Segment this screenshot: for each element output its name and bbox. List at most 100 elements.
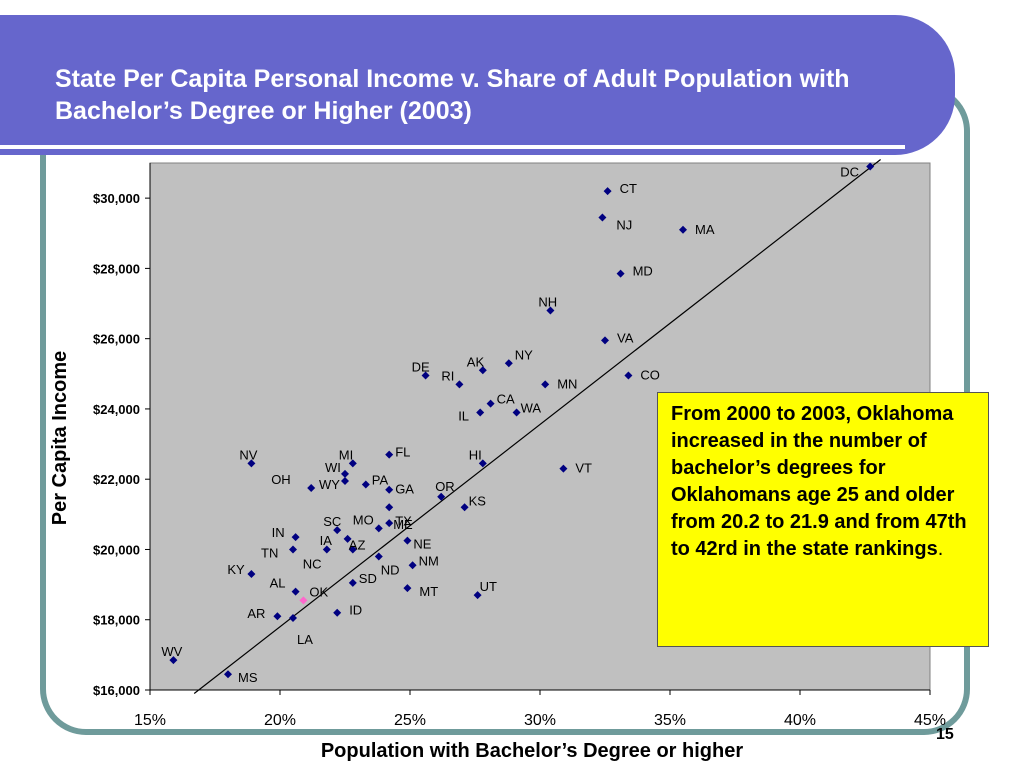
data-point-nj (598, 213, 607, 222)
data-point-nm (408, 561, 417, 570)
point-label-md: MD (633, 264, 653, 279)
y-tick-label: $30,000 (93, 191, 140, 206)
point-label-ks: KS (469, 493, 487, 508)
y-axis-title: Per Capita Income (49, 351, 71, 526)
data-point-vt (559, 464, 568, 473)
data-point-mi (348, 459, 357, 468)
trendline (193, 159, 881, 694)
data-point-ar (273, 612, 282, 621)
point-label-ny: NY (515, 347, 533, 362)
point-label-ut: UT (480, 579, 497, 594)
data-point-nd (374, 552, 383, 561)
data-point-hi (478, 459, 487, 468)
title-banner (0, 15, 955, 155)
data-point-co (624, 371, 633, 380)
point-label-ms: MS (238, 670, 258, 685)
data-point-ak (478, 366, 487, 375)
point-label-nj: NJ (616, 217, 632, 232)
point-label-dc: DC (840, 165, 859, 180)
point-label-ri: RI (441, 368, 454, 383)
data-point-mt (403, 584, 412, 593)
point-label-nv: NV (239, 447, 257, 462)
data-point-me (385, 519, 394, 528)
data-point-il (476, 408, 485, 417)
data-point-mn (541, 380, 550, 389)
data-point-la (289, 613, 297, 622)
data-point-tn (289, 545, 297, 554)
point-label-la: LA (297, 632, 313, 647)
data-point-in (291, 533, 300, 542)
x-tick-label: 45% (914, 712, 946, 729)
point-label-wa: WA (521, 400, 542, 415)
x-axis-title: Population with Bachelor’s Degree or hig… (321, 740, 744, 762)
data-point-wi (341, 469, 349, 478)
data-point-oh (307, 483, 316, 492)
point-label-nd: ND (381, 562, 400, 577)
data-point-ky (247, 570, 256, 579)
point-label-mn: MN (557, 376, 577, 391)
x-tick-label: 15% (134, 712, 166, 729)
point-label-id: ID (349, 603, 362, 618)
point-label-nm: NM (419, 553, 439, 568)
point-label-ky: KY (227, 562, 245, 577)
page-number: 15 (936, 726, 954, 743)
y-tick-label: $22,000 (93, 472, 140, 487)
point-label-ma: MA (695, 222, 715, 237)
point-label-ak: AK (467, 354, 485, 369)
point-label-ar: AR (247, 606, 265, 621)
data-point-ca (486, 399, 495, 408)
point-label-mt: MT (419, 584, 438, 599)
data-point-al (291, 587, 300, 596)
point-label-nh: NH (538, 295, 557, 310)
x-tick-label: 30% (524, 712, 556, 729)
slide-title: State Per Capita Personal Income v. Shar… (55, 65, 850, 125)
point-label-me: ME (393, 517, 413, 532)
x-tick-label: 25% (394, 712, 426, 729)
data-point-dc (866, 162, 875, 171)
data-point-ga (385, 485, 394, 494)
data-point-ut (473, 591, 482, 600)
data-point-fl (385, 450, 394, 459)
data-point-ia (343, 534, 352, 543)
data-point-nc (322, 545, 331, 554)
data-point-or (437, 492, 446, 501)
point-label-sc: SC (323, 514, 341, 529)
point-label-vt: VT (575, 461, 592, 476)
x-tick-label: 40% (784, 712, 816, 729)
y-tick-label: $20,000 (93, 542, 140, 557)
point-label-hi: HI (469, 447, 482, 462)
point-label-or: OR (435, 479, 455, 494)
callout-text: From 2000 to 2003, Oklahoma increased in… (671, 403, 967, 560)
x-tick-label: 35% (654, 712, 686, 729)
data-point-ny (504, 359, 513, 368)
data-point-sd (348, 578, 357, 587)
point-label-ct: CT (620, 181, 637, 196)
data-point-ms (224, 670, 232, 679)
data-point-sc (333, 526, 342, 535)
point-label-ia: IA (320, 533, 333, 548)
data-point-ne (403, 536, 412, 545)
callout-box: From 2000 to 2003, Oklahoma increased in… (657, 392, 989, 647)
data-point-wa (512, 408, 521, 417)
data-point-wy (341, 476, 349, 485)
y-tick-label: $16,000 (93, 683, 140, 698)
point-label-ga: GA (395, 482, 414, 497)
point-label-nc: NC (303, 556, 322, 571)
x-tick-label: 20% (264, 712, 296, 729)
point-label-wi: WI (325, 460, 341, 475)
data-point-ct (603, 187, 612, 196)
point-label-co: CO (640, 368, 660, 383)
data-point-nh (546, 306, 555, 315)
data-point-pa (361, 480, 370, 489)
y-tick-label: $24,000 (93, 402, 140, 417)
point-label-ok: OK (309, 584, 328, 599)
y-tick-label: $26,000 (93, 332, 140, 347)
data-point-md (616, 269, 625, 278)
point-label-az: AZ (349, 537, 366, 552)
point-label-pa: PA (372, 472, 389, 487)
data-point-ks (460, 503, 469, 512)
point-label-mi: MI (339, 447, 353, 462)
point-label-sd: SD (359, 571, 377, 586)
point-label-wv: WV (161, 644, 182, 659)
